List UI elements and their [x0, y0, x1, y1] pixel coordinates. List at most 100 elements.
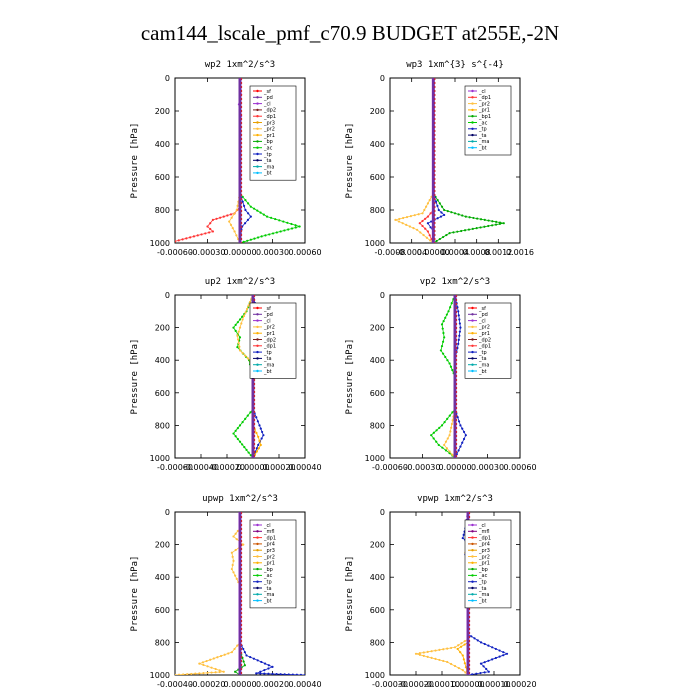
x-tick-label: 0.0004: [441, 248, 469, 257]
legend-label: _dp2: [478, 337, 491, 343]
series-point-tp: [275, 672, 278, 675]
legend-label: _pr2: [263, 127, 275, 133]
series-point-bp1: [448, 232, 451, 235]
y-tick-label: 0: [165, 508, 170, 517]
series-point-bp: [243, 664, 246, 667]
series-point-dp2: [442, 319, 445, 323]
legend-marker: [256, 561, 259, 564]
legend-label: _sf: [478, 306, 486, 312]
legend-marker: [256, 536, 259, 539]
series-point-tp: [246, 218, 250, 221]
series-point-pr2: [448, 434, 451, 437]
series-point-tp: [257, 443, 260, 447]
series-point-dp2: [236, 321, 239, 324]
series-point-pr2: [228, 220, 231, 223]
series-point-tp: [287, 673, 290, 675]
legend-marker: [471, 306, 474, 310]
series-point-pr2: [248, 300, 252, 304]
series-point-dp2: [437, 443, 440, 447]
legend-marker: [256, 152, 259, 156]
series-point-pr2: [394, 218, 397, 221]
x-tick-label: 0.00030: [256, 248, 289, 257]
series-point-dp2: [234, 435, 237, 438]
series-point-tp: [245, 654, 248, 657]
y-tick-label: 200: [155, 541, 170, 550]
x-tick-label: 0.00000: [223, 248, 256, 257]
series-point-pr2: [236, 529, 239, 533]
series-point-ac: [271, 232, 275, 235]
series-point-tp: [439, 215, 443, 218]
series-point-tp: [456, 416, 459, 419]
series-point-dp1: [428, 234, 431, 237]
legend-marker: [471, 586, 474, 590]
series-point-ac: [256, 236, 260, 239]
series-point-tp: [244, 208, 247, 212]
series-point-dp1: [209, 222, 212, 225]
series-point-pr2: [418, 653, 421, 656]
series-point-ac: [264, 234, 267, 237]
legend-label: _dp1: [478, 95, 491, 101]
series-point-dp1: [219, 216, 222, 219]
y-tick-label: 800: [155, 421, 170, 430]
series-point-tp: [494, 656, 497, 660]
legend-label: _dp1: [263, 344, 276, 350]
series-point-ac: [260, 235, 263, 238]
series-point-pr2: [417, 213, 420, 216]
y-axis-label: Pressure [hPa]: [130, 123, 140, 199]
y-tick-label: 600: [155, 173, 170, 182]
series-point-pr2: [235, 208, 238, 212]
series-point-pr2: [227, 652, 230, 655]
series-point-pr2: [237, 341, 240, 345]
series-point-tp: [498, 655, 501, 658]
legend-label: _pd: [263, 95, 273, 101]
y-axis-label: Pressure [hPa]: [345, 123, 355, 199]
legend-label: _ma: [263, 164, 274, 170]
legend-label: _ac: [478, 120, 488, 126]
series-point-bp1: [436, 199, 439, 202]
series-point-tp: [494, 647, 497, 651]
series-point-tp: [260, 437, 263, 440]
series-point-ac: [246, 239, 249, 242]
series-point-tp: [491, 658, 494, 661]
series-point-pr2: [242, 314, 246, 318]
chart-panel-2: wp3 1xm^{3} s^{-4} Pressure [hPa] 0 200 400 6…: [345, 60, 534, 257]
series-point-ac: [247, 202, 250, 205]
series-point-pr2: [206, 671, 209, 674]
legend-label: _ta: [478, 586, 487, 592]
legend-marker: [471, 140, 474, 143]
series-point-pr2: [230, 567, 233, 571]
x-tick-label: 0.00060: [288, 248, 321, 257]
series-point-dp2: [446, 417, 449, 420]
legend-marker: [256, 89, 259, 93]
series-point-pr2: [230, 651, 233, 654]
series-point-tp: [267, 667, 270, 670]
series-point-dp2: [430, 434, 433, 437]
series-point-ac: [279, 230, 282, 233]
series-point-tp: [491, 646, 494, 649]
series-point-bp1: [475, 227, 478, 230]
series-point-ac: [282, 220, 285, 223]
series-point-pr2: [461, 669, 464, 672]
series-point-bp1: [476, 217, 479, 220]
series-point-tp: [303, 673, 305, 675]
x-tick-label: 0.00020: [503, 680, 536, 689]
legend-marker: [256, 542, 259, 546]
series-point-pr2: [237, 330, 240, 333]
series-point-tp: [459, 445, 462, 448]
series-point-pr2: [186, 673, 189, 675]
series-point-pr2: [219, 654, 223, 658]
series-point-pr2: [247, 304, 250, 307]
series-point-tp: [458, 322, 461, 325]
series-point-dp2: [448, 414, 451, 417]
legend-marker: [256, 127, 259, 130]
legend-label: _pr1: [478, 561, 490, 567]
series-point-tp: [487, 659, 490, 662]
y-tick-label: 1000: [365, 239, 385, 248]
series-point-dp2: [236, 437, 239, 441]
series-point-pr2: [241, 318, 244, 321]
series-point-pr2: [414, 652, 418, 655]
y-tick-label: 400: [370, 140, 385, 149]
series-point-pr2: [449, 430, 452, 433]
legend-marker: [256, 523, 259, 527]
series-point-pr2: [450, 646, 453, 650]
